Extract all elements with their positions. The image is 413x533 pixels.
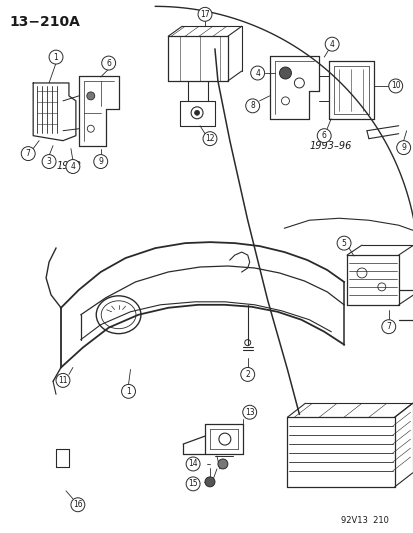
Circle shape xyxy=(242,405,256,419)
Circle shape xyxy=(279,67,291,79)
Circle shape xyxy=(240,367,254,382)
Circle shape xyxy=(186,457,199,471)
Text: 4: 4 xyxy=(70,162,75,171)
Text: 15: 15 xyxy=(188,479,197,488)
Circle shape xyxy=(202,132,216,146)
Text: 17: 17 xyxy=(200,10,209,19)
Circle shape xyxy=(197,7,211,21)
Text: 7: 7 xyxy=(26,149,31,158)
Circle shape xyxy=(316,129,330,143)
Text: 1: 1 xyxy=(126,387,131,396)
Text: 9: 9 xyxy=(400,143,405,152)
Circle shape xyxy=(21,147,35,160)
Text: 4: 4 xyxy=(329,39,334,49)
Circle shape xyxy=(325,37,338,51)
Circle shape xyxy=(381,320,395,334)
Text: 1993–96: 1993–96 xyxy=(309,141,351,151)
Text: 8: 8 xyxy=(250,101,254,110)
Text: 92V13  210: 92V13 210 xyxy=(340,515,388,524)
Circle shape xyxy=(194,110,199,115)
Circle shape xyxy=(56,374,70,387)
Circle shape xyxy=(245,99,259,113)
Text: 16: 16 xyxy=(73,500,83,509)
Circle shape xyxy=(49,50,63,64)
Circle shape xyxy=(204,477,214,487)
Text: 6: 6 xyxy=(106,59,111,68)
Circle shape xyxy=(93,155,107,168)
Circle shape xyxy=(217,459,227,469)
Text: 13−210A: 13−210A xyxy=(9,15,80,29)
Circle shape xyxy=(87,92,95,100)
Text: 1992: 1992 xyxy=(56,160,81,171)
Circle shape xyxy=(102,56,115,70)
Circle shape xyxy=(396,141,410,155)
Circle shape xyxy=(250,66,264,80)
Text: 1: 1 xyxy=(54,53,58,62)
Circle shape xyxy=(66,159,80,173)
Text: 4: 4 xyxy=(254,69,259,77)
Text: 11: 11 xyxy=(58,376,68,385)
Text: 7: 7 xyxy=(385,322,390,331)
Circle shape xyxy=(186,477,199,491)
Text: 6: 6 xyxy=(321,131,326,140)
Text: 10: 10 xyxy=(390,82,399,91)
Text: 3: 3 xyxy=(47,157,51,166)
Text: 2: 2 xyxy=(245,370,249,379)
Circle shape xyxy=(71,498,85,512)
Circle shape xyxy=(336,236,350,250)
Text: 5: 5 xyxy=(341,239,346,248)
Text: 14: 14 xyxy=(188,459,197,469)
Text: 13: 13 xyxy=(244,408,254,417)
Text: 9: 9 xyxy=(98,157,103,166)
Circle shape xyxy=(388,79,402,93)
Text: 12: 12 xyxy=(205,134,214,143)
Circle shape xyxy=(42,155,56,168)
Circle shape xyxy=(121,384,135,398)
